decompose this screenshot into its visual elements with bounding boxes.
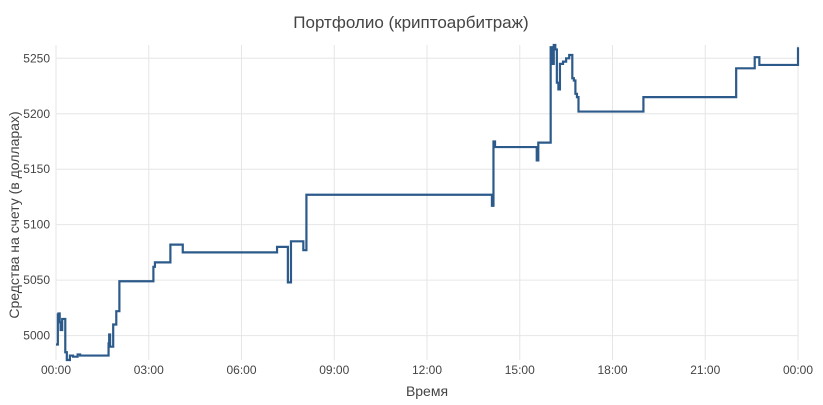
y-tick-label: 5050 bbox=[23, 273, 50, 287]
x-tick-label: 21:00 bbox=[690, 363, 720, 377]
x-tick-label: 00:00 bbox=[783, 363, 813, 377]
x-tick-label: 03:00 bbox=[134, 363, 164, 377]
grid bbox=[55, 45, 799, 360]
y-tick-label: 5250 bbox=[23, 51, 50, 65]
x-tick-label: 09:00 bbox=[319, 363, 349, 377]
x-tick-label: 18:00 bbox=[597, 363, 627, 377]
y-axis-label: Средства на счету (в долларах) bbox=[6, 111, 22, 318]
x-tick-label: 12:00 bbox=[412, 363, 442, 377]
series-layer bbox=[56, 43, 800, 362]
x-tick-labels: 00:00 03:00 06:00 09:00 12:00 15:00 18:00 21:00… bbox=[41, 363, 813, 377]
x-tick-label: 15:00 bbox=[505, 363, 535, 377]
portfolio-series-line bbox=[56, 43, 800, 362]
x-tick-label: 00:00 bbox=[41, 363, 71, 377]
x-axis-label: Время bbox=[406, 383, 448, 399]
y-tick-labels: 5000 5050 5100 5150 5200 5250 bbox=[23, 51, 50, 342]
chart-title: Портфолио (криптоарбитраж) bbox=[293, 13, 528, 32]
y-tick-label: 5000 bbox=[23, 329, 50, 343]
y-tick-label: 5100 bbox=[23, 218, 50, 232]
y-tick-label: 5150 bbox=[23, 162, 50, 176]
y-tick-label: 5200 bbox=[23, 107, 50, 121]
x-tick-label: 06:00 bbox=[226, 363, 256, 377]
